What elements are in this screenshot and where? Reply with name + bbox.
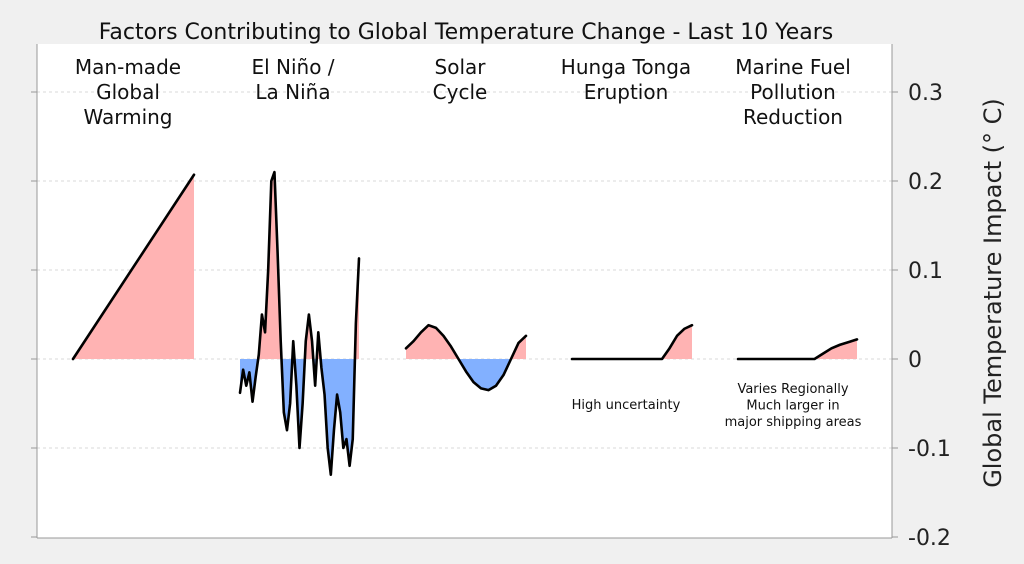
negative-area	[240, 359, 359, 475]
chart-title: Factors Contributing to Global Temperatu…	[99, 20, 834, 45]
series-line	[570, 323, 694, 361]
positive-area	[240, 172, 359, 359]
panel-label-line: Global	[96, 80, 160, 104]
panel-label-line: Man-made	[75, 55, 181, 79]
panel-label-line: Pollution	[750, 80, 836, 104]
y-tick-label: 0.2	[908, 170, 943, 195]
panel-note-line: Much larger in	[746, 399, 839, 414]
positive-area	[738, 339, 857, 359]
panel-label-line: Marine Fuel	[735, 55, 851, 79]
series-line	[404, 323, 528, 392]
panel-2: El Niño /La Niña	[238, 55, 361, 476]
series-line	[71, 173, 196, 361]
y-tick-label: 0.3	[908, 81, 943, 106]
panel-label-line: Cycle	[433, 80, 488, 104]
series-line	[238, 170, 361, 476]
panel-note-line: major shipping areas	[725, 415, 862, 430]
y-tick-label: 0	[908, 348, 922, 373]
negative-area	[406, 359, 526, 391]
y-axis-label: Global Temperature Impact (° C)	[979, 98, 1007, 488]
panel-label-line: El Niño /	[251, 55, 334, 79]
panel-note-line: Varies Regionally	[737, 382, 848, 397]
y-axis-ticks: 0.3 0.2 0.1 0 -0.1 -0.2	[31, 81, 951, 551]
series-line	[736, 338, 859, 361]
panel-label-line: La Niña	[255, 80, 330, 104]
panel-label-line: Warming	[83, 105, 172, 129]
panel-label-line: Reduction	[743, 105, 843, 129]
panel-label-line: Solar	[435, 55, 487, 79]
y-tick-label: -0.2	[908, 526, 951, 551]
panel-note-line: High uncertainty	[572, 398, 681, 413]
panel-label-line: Hunga Tonga	[561, 55, 691, 79]
y-tick-label: 0.1	[908, 259, 943, 284]
positive-area	[572, 325, 692, 359]
panel-label-line: Eruption	[584, 80, 669, 104]
positive-area	[406, 325, 526, 359]
y-tick-label: -0.1	[908, 437, 951, 462]
